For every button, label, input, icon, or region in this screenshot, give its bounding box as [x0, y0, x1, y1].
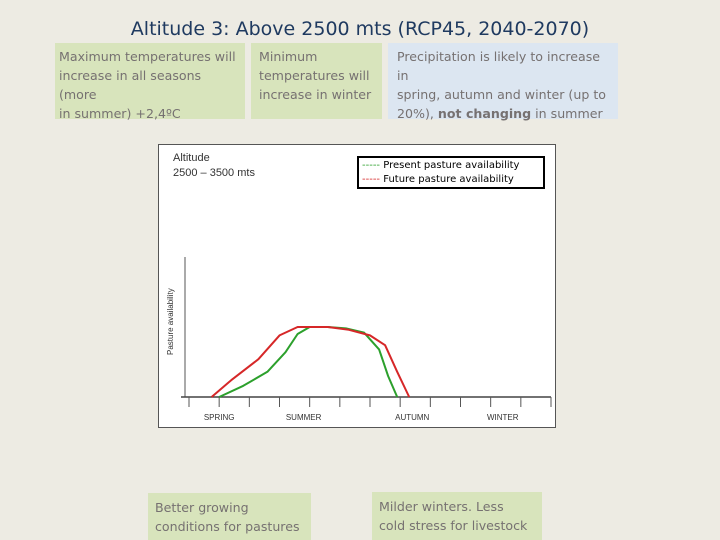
growing-conditions-note: Better growing conditions for pastures: [148, 493, 311, 540]
legend-swatch-future: -----: [362, 174, 381, 185]
x-axis-ticks: [188, 397, 552, 407]
milder-winters-text: Milder winters. Less cold stress for liv…: [379, 499, 528, 533]
min-temperature-text: Minimum temperatures will increase in wi…: [259, 49, 372, 102]
season-label-spring: SPRING: [204, 413, 235, 422]
legend-item-present: ----- Present pasture availability: [362, 159, 540, 173]
legend-label-future: Future pasture availability: [383, 174, 514, 185]
precipitation-text-bold: not changing: [437, 106, 532, 121]
y-axis-label: Pasture availability: [166, 288, 175, 355]
chart-svg: Altitude 2500 – 3500 mts Pasture availab…: [166, 152, 552, 422]
season-label-winter: WINTER: [487, 413, 519, 422]
growing-conditions-text: Better growing conditions for pastures: [155, 500, 300, 534]
chart-title: Altitude: [173, 152, 210, 164]
legend-label-present: Present pasture availability: [383, 160, 520, 171]
chart-subtitle: 2500 – 3500 mts: [173, 167, 255, 179]
max-temperature-note: Maximum temperatures will increase in al…: [55, 43, 245, 121]
series-lines: [210, 326, 411, 398]
precipitation-text-part1: Precipitation is likely to increase in s…: [397, 49, 606, 121]
season-labels: SPRING SUMMER AUTUMN WINTER: [204, 413, 519, 422]
season-label-summer: SUMMER: [286, 413, 322, 422]
max-temperature-text: Maximum temperatures will increase in al…: [59, 49, 236, 121]
series-line-future: [210, 326, 411, 398]
chart-legend: ----- Present pasture availability -----…: [357, 156, 545, 189]
season-label-autumn: AUTUMN: [395, 413, 429, 422]
milder-winters-note: Milder winters. Less cold stress for liv…: [372, 492, 542, 540]
precipitation-text-part2: in summer: [531, 106, 603, 121]
series-line-present: [218, 326, 399, 398]
legend-swatch-present: -----: [362, 160, 381, 171]
slide-title: Altitude 3: Above 2500 mts (RCP45, 2040-…: [130, 18, 590, 40]
min-temperature-note: Minimum temperatures will increase in wi…: [251, 43, 382, 119]
legend-item-future: ----- Future pasture availability: [362, 173, 540, 187]
pasture-availability-chart: Altitude 2500 – 3500 mts Pasture availab…: [158, 144, 556, 428]
precipitation-note: Precipitation is likely to increase in s…: [388, 43, 618, 121]
